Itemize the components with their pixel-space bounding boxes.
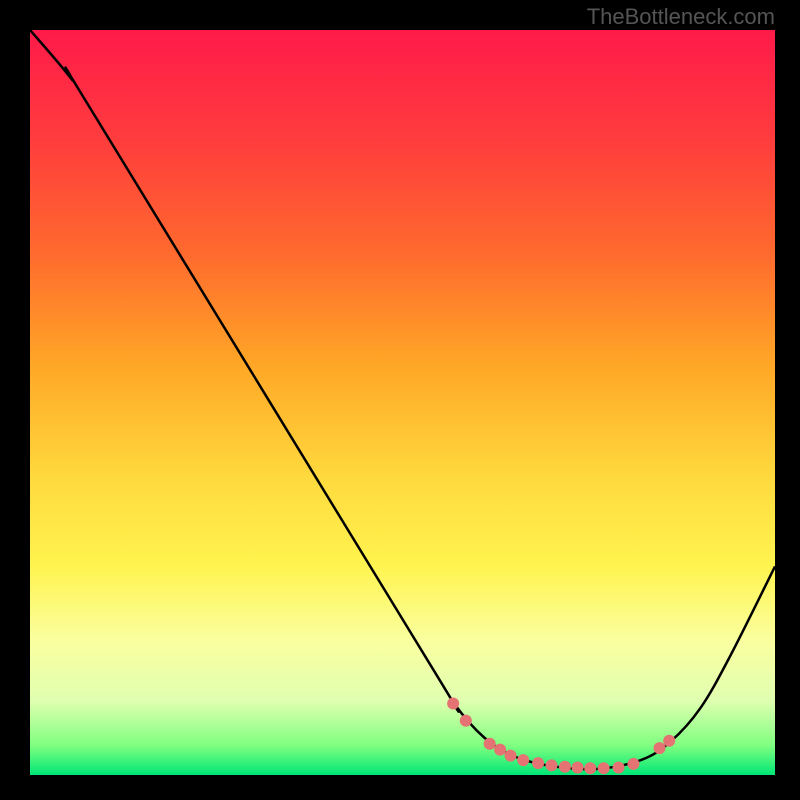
marker-dot — [627, 758, 639, 770]
plot-area — [30, 30, 775, 775]
bottleneck-curve — [30, 30, 775, 769]
marker-dot — [663, 735, 675, 747]
marker-dot — [484, 738, 496, 750]
marker-dot — [572, 762, 584, 774]
marker-dot — [517, 754, 529, 766]
marker-dot — [460, 715, 472, 727]
marker-dot — [654, 742, 666, 754]
marker-dot — [559, 761, 571, 773]
marker-dot — [598, 762, 610, 774]
marker-dot — [494, 744, 506, 756]
marker-dot — [532, 757, 544, 769]
marker-dot — [447, 697, 459, 709]
chart-overlay — [30, 30, 775, 775]
marker-dot — [546, 759, 558, 771]
marker-dot — [584, 762, 596, 774]
watermark-text: TheBottleneck.com — [587, 4, 775, 30]
marker-dot — [613, 762, 625, 774]
marker-dot — [505, 750, 517, 762]
